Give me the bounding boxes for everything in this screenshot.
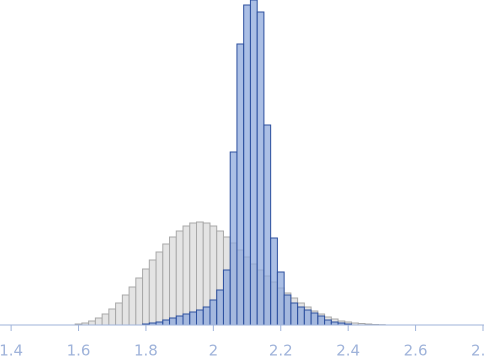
histogram-bar (108, 308, 117, 326)
histogram-bar (189, 222, 197, 326)
histogram-bar (263, 124, 272, 326)
histogram-bar (175, 230, 184, 326)
histogram-bar (189, 311, 197, 326)
histogram-bar (155, 251, 164, 326)
histogram-bar (243, 4, 251, 326)
x-tick-label: 1.6 (67, 342, 91, 360)
histogram-bar (88, 320, 96, 326)
histogram-bar (142, 268, 150, 326)
histogram-bar (249, 0, 258, 326)
x-tick-label: 1.8 (134, 342, 158, 360)
histogram-bar (216, 289, 224, 326)
histogram-bar (209, 299, 218, 326)
histogram-bar (175, 315, 184, 326)
x-tick-label: 2.4 (336, 342, 360, 360)
histogram-bar (229, 151, 238, 326)
histogram-bar (317, 315, 326, 326)
histogram-bar (290, 302, 299, 326)
histogram-bar (128, 286, 137, 326)
histogram-bar (162, 243, 171, 326)
histogram-bar (135, 277, 144, 326)
histogram-bar (283, 294, 292, 326)
histogram-bar (182, 313, 191, 326)
histogram-bar (297, 306, 305, 326)
histogram-bar (256, 11, 265, 326)
histogram-bar (310, 312, 319, 326)
x-tick-label: 2.8 (471, 342, 484, 360)
histogram-bar (169, 236, 177, 326)
histogram-bar (324, 319, 332, 326)
histogram-bar (222, 269, 231, 326)
histogram-bar (169, 317, 177, 326)
histogram-bar (121, 294, 130, 326)
histogram-bar (303, 309, 312, 326)
histogram-bar (202, 306, 211, 326)
x-tick-label: 2 (209, 342, 219, 360)
histogram-bar (94, 317, 103, 326)
histogram-bar (276, 271, 285, 326)
histogram-bar (270, 237, 278, 326)
histogram-bar (162, 319, 171, 326)
histogram-bar (195, 309, 204, 326)
histogram-bar (115, 302, 123, 326)
histogram-bar (148, 259, 157, 326)
histogram-bar (236, 43, 245, 326)
x-tick-label: 2.2 (269, 342, 293, 360)
histogram-bar (101, 313, 110, 326)
x-tick-label: 1.4 (0, 342, 23, 360)
x-tick-label: 2.6 (404, 342, 428, 360)
histogram-bar (182, 225, 191, 326)
